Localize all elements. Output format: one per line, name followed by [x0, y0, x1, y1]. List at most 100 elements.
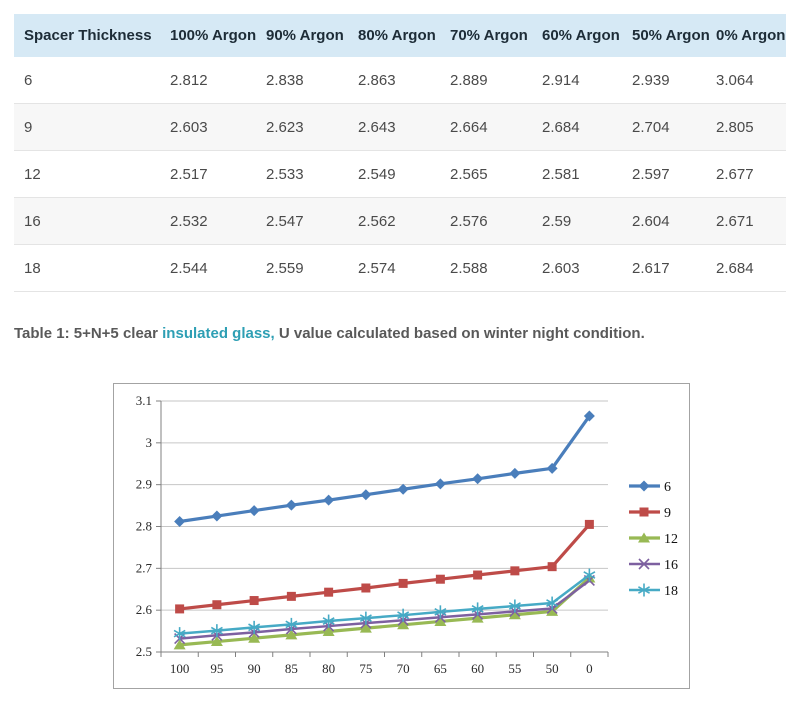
spacer-thickness-cell: 9	[14, 103, 160, 151]
asterisk-marker	[583, 571, 596, 579]
table-header-row: Spacer Thickness 100% Argon 90% Argon 80% A…	[14, 14, 786, 57]
table-row: 18 2.544 2.559 2.574 2.588 2.603 2.617 2.684	[14, 244, 786, 292]
asterisk-marker	[359, 614, 372, 623]
u-value-cell: 2.812	[160, 57, 256, 104]
u-value-cell: 2.549	[348, 150, 440, 198]
u-value-cell: 2.805	[706, 103, 786, 151]
table-caption: Table 1: 5+N+5 clear insulated glass, U …	[14, 324, 645, 344]
table-row: 16 2.532 2.547 2.562 2.576 2.59 2.604 2.671	[14, 197, 786, 245]
u-value-cell: 2.559	[256, 244, 348, 292]
u-value-cell: 2.533	[256, 150, 348, 198]
spacer-thickness-cell: 12	[14, 150, 160, 198]
x-tick-label: 95	[210, 661, 223, 676]
x-tick-label: 75	[359, 661, 372, 676]
spacer-thickness-cell: 6	[14, 57, 160, 104]
square-marker	[435, 574, 445, 584]
u-value-cell: 2.889	[440, 57, 532, 104]
u-value-cell: 3.064	[706, 57, 786, 104]
series-line	[179, 415, 591, 524]
column-header: 90% Argon	[256, 14, 348, 57]
x-tick-label: 65	[434, 661, 447, 676]
table-row: 12 2.517 2.533 2.549 2.565 2.581 2.597 2.677	[14, 150, 786, 198]
u-value-cell: 2.704	[622, 103, 706, 151]
u-value-cell: 2.684	[532, 103, 622, 151]
diamond-marker	[174, 515, 186, 527]
x-tick-label: 55	[508, 661, 521, 676]
triangle-marker	[508, 609, 521, 620]
u-value-cell: 2.838	[256, 57, 348, 104]
u-value-cell: 2.684	[706, 244, 786, 292]
column-header: 0% Argon	[706, 14, 786, 57]
triangle-marker	[210, 636, 223, 647]
series-9	[175, 519, 594, 614]
square-marker	[324, 587, 334, 597]
y-tick-label: 2.8	[136, 519, 152, 534]
u-value-cell: 2.59	[532, 197, 622, 245]
column-header: 100% Argon	[160, 14, 256, 57]
u-value-cell: 2.576	[440, 197, 532, 245]
square-marker	[510, 566, 520, 576]
legend-label: 18	[664, 584, 678, 599]
asterisk-marker	[285, 620, 298, 629]
y-tick-label: 2.9	[136, 477, 152, 492]
u-value-cell: 2.532	[160, 197, 256, 245]
u-value-line-chart: 2.5 2.6 2.7 2.8 2.9 3 3.1 100 95 90 85 80 75 70 65 60 55…	[113, 383, 690, 689]
insulated-glass-link[interactable]: insulated glass,	[162, 325, 275, 342]
asterisk-marker	[546, 599, 559, 607]
asterisk-marker	[322, 617, 335, 625]
y-tick-label: 2.6	[136, 602, 153, 617]
diamond-marker	[472, 473, 484, 485]
series-line	[179, 574, 591, 635]
u-value-cell: 2.581	[532, 150, 622, 198]
caption-suffix: U value calculated based on winter night…	[274, 325, 645, 342]
x-tick-label: 70	[397, 661, 410, 676]
u-value-cell: 2.671	[706, 197, 786, 245]
u-value-cell: 2.664	[440, 103, 532, 151]
triangle-marker	[248, 632, 261, 643]
square-marker	[286, 591, 296, 601]
triangle-marker	[638, 532, 650, 543]
u-value-cell: 2.939	[622, 57, 706, 104]
column-header: Spacer Thickness	[14, 14, 160, 57]
diamond-marker	[546, 462, 558, 474]
u-value-cell: 2.604	[622, 197, 706, 245]
square-marker	[473, 570, 483, 580]
asterisk-marker	[210, 626, 223, 635]
series-line	[179, 579, 591, 640]
diamond-marker	[248, 505, 260, 517]
square-marker	[547, 562, 557, 572]
triangle-marker	[322, 626, 335, 637]
table-body: 6 2.812 2.838 2.863 2.889 2.914 2.939 3.064 9 2.6…	[14, 57, 786, 292]
u-value-cell: 2.603	[160, 103, 256, 151]
square-marker	[584, 519, 594, 529]
triangle-marker	[173, 639, 186, 650]
legend-entry-18: 18	[629, 583, 678, 599]
diamond-marker	[323, 494, 335, 506]
u-value-cell: 2.597	[622, 150, 706, 198]
y-tick-label: 2.7	[136, 560, 153, 575]
asterisk-marker	[248, 623, 261, 632]
legend-label: 6	[664, 480, 671, 495]
square-marker	[249, 596, 259, 606]
diamond-marker	[509, 467, 521, 479]
u-value-cell: 2.588	[440, 244, 532, 292]
diamond-marker	[638, 480, 650, 492]
triangle-marker	[285, 629, 298, 640]
u-value-cell: 2.574	[348, 244, 440, 292]
y-tick-label: 2.5	[136, 644, 152, 659]
u-value-cell: 2.565	[440, 150, 532, 198]
u-value-cell: 2.914	[532, 57, 622, 104]
asterisk-marker	[173, 629, 186, 638]
legend-entry-16: 16	[629, 558, 678, 573]
square-marker	[398, 578, 408, 588]
u-value-cell: 2.603	[532, 244, 622, 292]
u-value-cell: 2.643	[348, 103, 440, 151]
diamond-marker	[360, 489, 372, 501]
diamond-marker	[285, 499, 297, 511]
series-6	[174, 410, 595, 527]
diamond-marker	[397, 483, 409, 495]
table-row: 9 2.603 2.623 2.643 2.664 2.684 2.704 2.805	[14, 103, 786, 151]
column-header: 50% Argon	[622, 14, 710, 57]
u-value-cell: 2.547	[256, 197, 348, 245]
